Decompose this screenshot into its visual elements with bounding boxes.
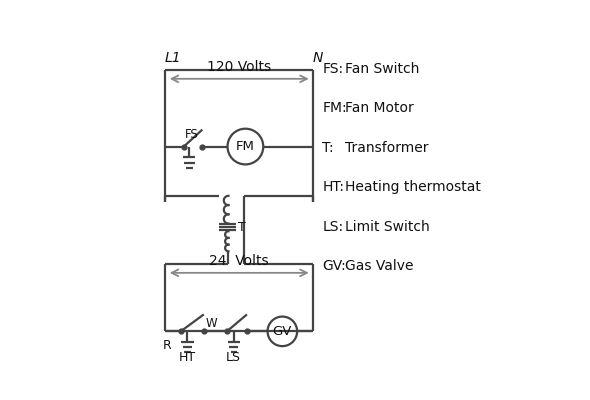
Text: LS:: LS: bbox=[322, 220, 343, 234]
Text: GV: GV bbox=[273, 325, 292, 338]
Text: T: T bbox=[238, 221, 245, 234]
Text: FM: FM bbox=[236, 140, 255, 153]
Text: 24  Volts: 24 Volts bbox=[209, 254, 269, 268]
Text: Limit Switch: Limit Switch bbox=[346, 220, 430, 234]
Text: LS: LS bbox=[226, 351, 241, 364]
Text: T:: T: bbox=[322, 141, 334, 155]
Text: Transformer: Transformer bbox=[346, 141, 429, 155]
Text: FM:: FM: bbox=[322, 101, 347, 115]
Text: Fan Motor: Fan Motor bbox=[346, 101, 414, 115]
Text: N: N bbox=[312, 51, 323, 65]
Text: Gas Valve: Gas Valve bbox=[346, 259, 414, 273]
Text: Heating thermostat: Heating thermostat bbox=[346, 180, 481, 194]
Text: Fan Switch: Fan Switch bbox=[346, 62, 420, 76]
Text: L1: L1 bbox=[165, 51, 181, 65]
Text: FS:: FS: bbox=[322, 62, 343, 76]
Text: FS: FS bbox=[185, 128, 198, 141]
Text: HT: HT bbox=[179, 351, 196, 364]
Text: 120 Volts: 120 Volts bbox=[207, 60, 271, 74]
Text: R: R bbox=[162, 339, 171, 352]
Text: W: W bbox=[205, 317, 217, 330]
Text: HT:: HT: bbox=[322, 180, 345, 194]
Text: GV:: GV: bbox=[322, 259, 346, 273]
